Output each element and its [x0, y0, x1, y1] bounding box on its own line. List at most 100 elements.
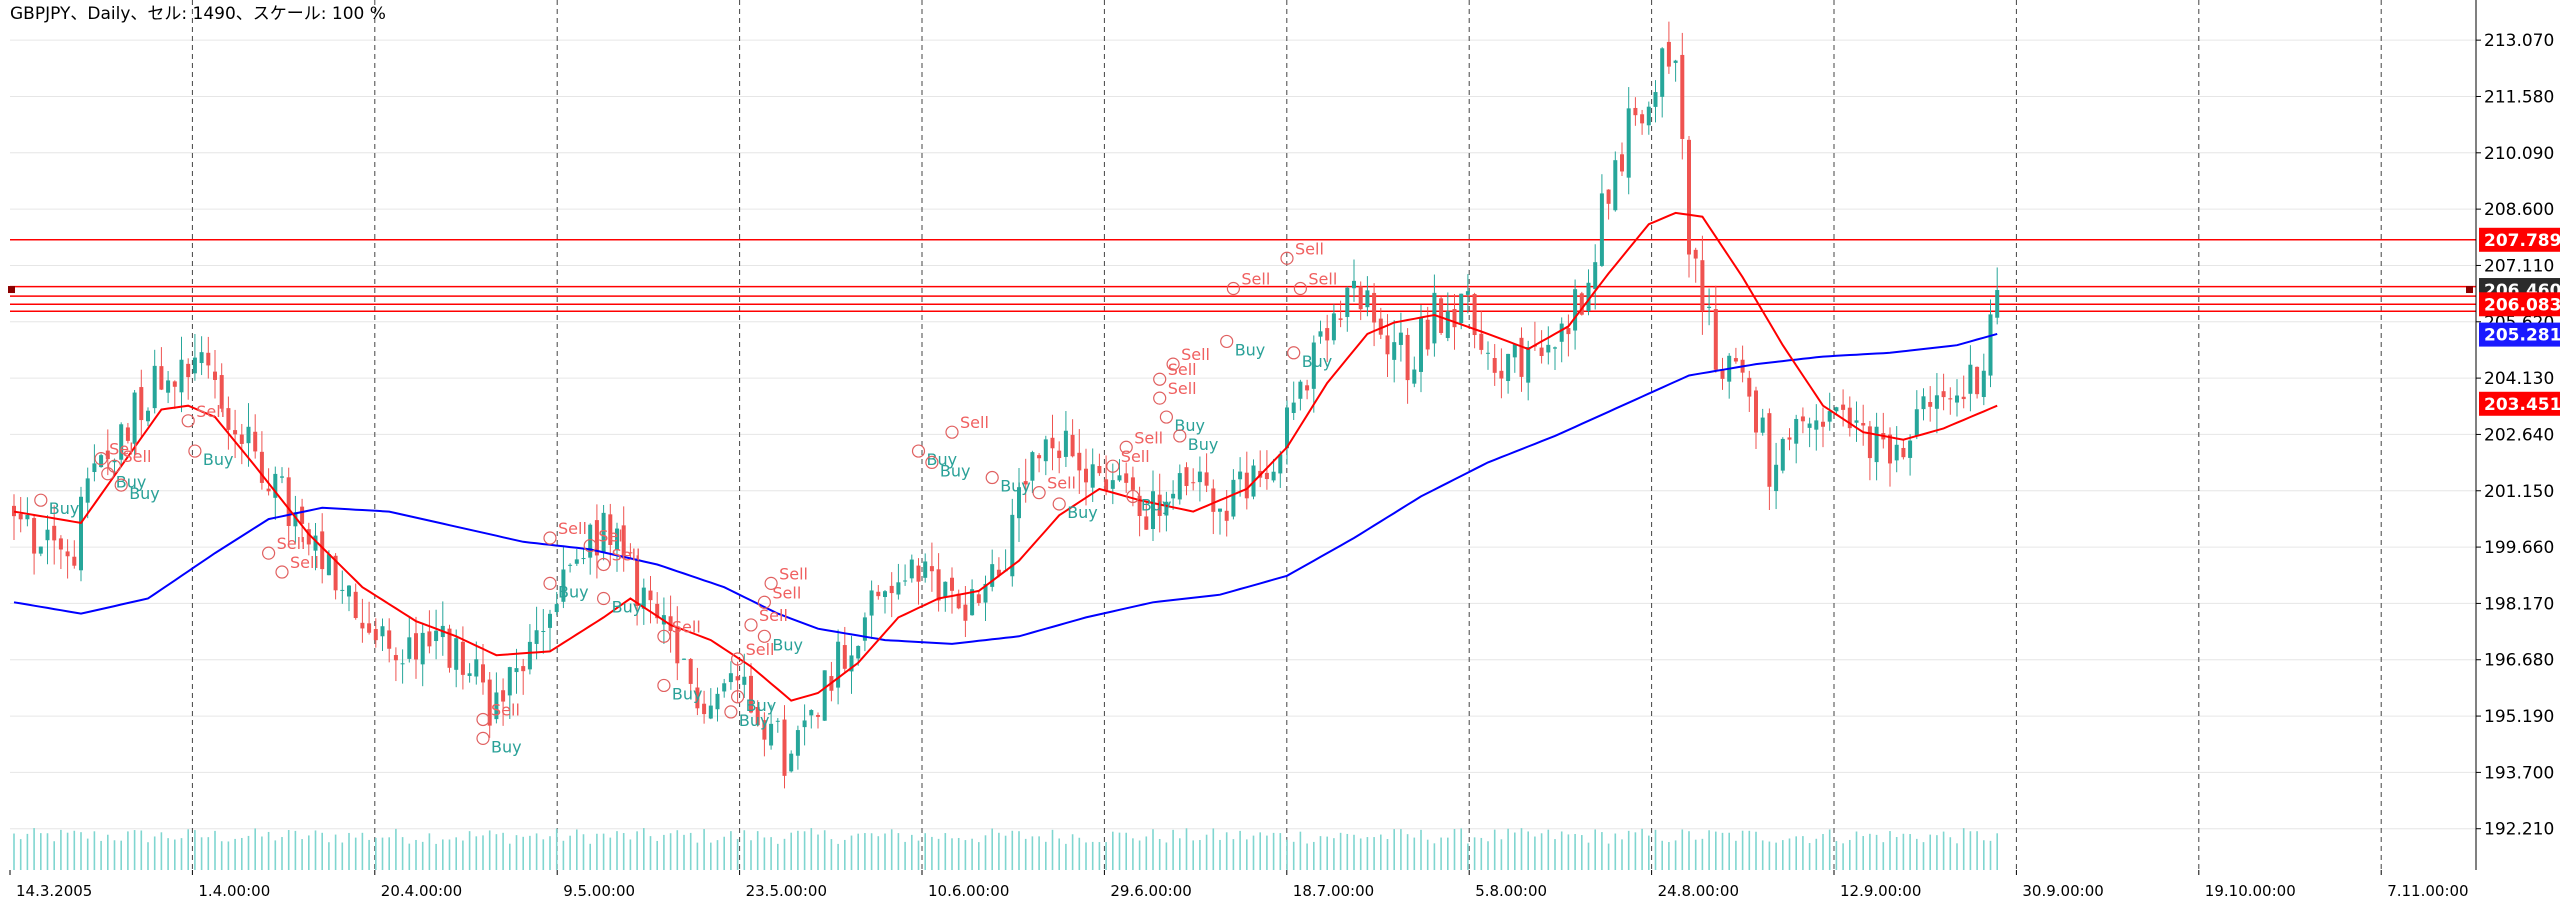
price-axis-tick-label: 211.580 — [2484, 87, 2554, 107]
signal-marker — [596, 557, 611, 572]
candle-body — [655, 603, 660, 619]
candle-body — [688, 658, 693, 684]
candle-body — [18, 513, 23, 520]
candle-body — [427, 631, 432, 647]
level-marker — [2466, 286, 2473, 294]
candle-body — [514, 668, 519, 673]
candle-body — [501, 690, 506, 702]
signal-marker — [657, 629, 671, 643]
sell-signal-label: Sell — [277, 534, 306, 553]
signal-marker — [94, 452, 108, 466]
candle-body — [454, 638, 459, 670]
price-label-text: 206.083 — [2484, 295, 2560, 315]
candle-body — [963, 604, 968, 621]
time-axis-ticks: 14.3.2005 1.4.00:00 20.4.00:00 9.5.00:00 23.… — [9, 870, 2469, 898]
sell-signal-label: Sell — [196, 402, 225, 421]
candle-body — [226, 408, 231, 430]
time-axis-tick-label: 20.4.00:00 — [381, 882, 462, 898]
candle-body — [749, 675, 753, 713]
candle-body — [1104, 479, 1109, 491]
candle-body — [1867, 426, 1872, 459]
candle-body — [407, 637, 412, 659]
signal-marker — [583, 538, 597, 553]
candle-body — [79, 496, 83, 571]
ma-slow-line — [13, 332, 1998, 645]
signal-marker — [1226, 281, 1241, 296]
candle-body — [1894, 444, 1899, 461]
sell-signal-label: Sell — [746, 640, 775, 659]
candle-body — [1352, 280, 1356, 289]
candle-body — [1432, 292, 1437, 344]
candle-body — [836, 641, 841, 688]
candle-body — [1794, 418, 1799, 444]
candle-body — [85, 478, 90, 503]
candle-body — [112, 460, 117, 463]
sell-signal-label: Sell — [772, 583, 801, 602]
candle-body — [923, 561, 928, 578]
candle-body — [105, 450, 110, 460]
candle-body — [1465, 291, 1470, 295]
candle-body — [909, 559, 914, 579]
candle-body — [521, 666, 526, 672]
vertical-gridlines — [191, 0, 2382, 870]
candle-body — [213, 371, 217, 380]
candle-body — [1479, 333, 1484, 350]
candle-body — [206, 352, 211, 366]
candle-body — [648, 590, 653, 601]
candle-body — [146, 410, 150, 422]
candle-body — [460, 641, 465, 675]
signal-marker — [1166, 357, 1180, 371]
candle-body — [1030, 452, 1035, 481]
candle-body — [1687, 139, 1691, 255]
candle-body — [1271, 471, 1276, 481]
time-axis-tick-label: 30.9.00:00 — [2022, 882, 2103, 898]
buy-signal-label: Buy — [612, 597, 643, 616]
signal-marker — [1173, 429, 1187, 443]
candle-body — [1285, 407, 1289, 449]
candle-body — [883, 591, 887, 597]
candle-body — [621, 525, 626, 559]
time-axis-tick-label: 10.6.00:00 — [928, 882, 1009, 898]
price-axis-tick-label: 213.070 — [2484, 31, 2554, 51]
candle-body — [795, 730, 800, 756]
candle-body — [554, 604, 559, 613]
candle-body — [1713, 309, 1718, 370]
signal-marker — [1153, 391, 1167, 405]
candle-body — [1767, 413, 1772, 487]
time-axis-tick-label: 5.8.00:00 — [1475, 882, 1547, 898]
candle-body — [1110, 480, 1115, 489]
buy-signal-label: Buy — [1302, 352, 1333, 371]
candle-body — [1238, 471, 1243, 480]
candle-body — [708, 705, 713, 719]
candle-body — [1934, 395, 1939, 409]
candle-body — [1975, 366, 1980, 395]
candle-body — [1673, 60, 1678, 63]
candle-body — [1519, 337, 1524, 377]
candle-body — [1586, 282, 1591, 311]
candle-body — [594, 520, 599, 556]
candle-body — [1566, 328, 1571, 335]
candle-body — [1305, 385, 1310, 391]
signal-marker — [1287, 346, 1301, 360]
signal-marker — [1032, 486, 1046, 500]
candle-body — [1124, 473, 1129, 483]
candle-body — [1057, 450, 1062, 459]
candle-body — [1037, 455, 1042, 459]
signal-marker — [275, 565, 289, 579]
candle-body — [1017, 487, 1021, 519]
sell-signal-label: Sell — [491, 700, 520, 719]
candle-body — [1244, 472, 1249, 499]
time-axis-tick-label: 14.3.2005 — [16, 882, 92, 898]
candle-body — [675, 628, 680, 664]
candle-body — [956, 593, 961, 609]
candle-body — [1747, 377, 1752, 397]
candle-body — [1452, 309, 1457, 328]
candle-body — [1888, 434, 1892, 464]
candle-body — [253, 431, 258, 452]
candle-body — [467, 673, 472, 676]
buy-signal-label: Buy — [672, 684, 703, 703]
candle-body — [1559, 323, 1564, 342]
candle-body — [1506, 353, 1511, 382]
